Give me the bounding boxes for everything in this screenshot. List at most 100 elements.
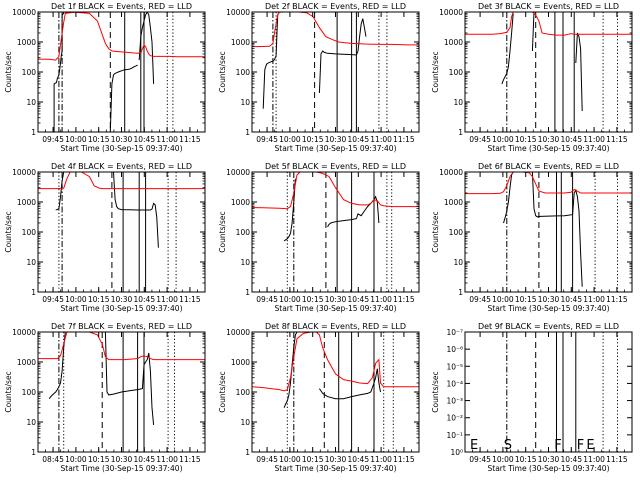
x-tick-label: 10:00 — [279, 135, 301, 144]
y-tick-label: 100 — [236, 68, 251, 77]
lld-series-line — [252, 172, 419, 210]
events-series-line — [53, 12, 71, 132]
y-tick-label: 1000 — [17, 198, 36, 207]
panel-title: Det 5f BLACK = Events, RED = LLD — [265, 162, 406, 171]
x-axis-label: Start Time (30-Sep-15 09:37:40) — [488, 304, 610, 313]
y-tick-label: 10 — [26, 418, 36, 427]
y-tick-label: 10⁻⁵ — [446, 362, 463, 371]
plot-frame — [464, 331, 633, 453]
plot-frame — [464, 11, 633, 133]
panel-title: Det 4f BLACK = Events, RED = LLD — [51, 162, 192, 171]
x-tick-label: 10:30 — [325, 135, 347, 144]
x-tick-label: 11:15 — [606, 135, 628, 144]
panel-1: 1 10 100 1000 10000 09:45 10:00 10:15 10:30 10:45… — [4, 2, 206, 153]
x-tick-label: 10:15 — [515, 295, 537, 304]
y-axis-label: Counts/sec — [431, 371, 440, 412]
y-tick-label: 10000 — [226, 8, 250, 17]
y-tick-label: 1 — [31, 128, 36, 137]
y-tick-label: 10000 — [439, 8, 463, 17]
segment-marker-label: F — [554, 438, 561, 453]
segment-marker-label: S — [504, 438, 512, 453]
x-axis-label: Start Time (30-Sep-15 09:37:40) — [275, 304, 397, 313]
x-tick-label: 10:45 — [560, 295, 582, 304]
y-tick-label: 10 — [453, 98, 463, 107]
x-tick-label: 10:45 — [347, 135, 369, 144]
x-tick-label: 10:45 — [347, 295, 369, 304]
y-axis-label: Counts/sec — [431, 51, 440, 92]
x-axis-label: Start Time (30-Sep-15 09:37:40) — [488, 464, 610, 473]
y-axis-label: Counts/sec — [218, 211, 227, 252]
panel-7: 1 10 100 1000 10000 08:45 10:00 10:15 10:30 10:45… — [4, 322, 206, 473]
x-axis-label: Start Time (30-Sep-15 09:37:40) — [275, 144, 397, 153]
x-axis-label: Start Time (30-Sep-15 09:37:40) — [488, 144, 610, 153]
x-tick-label: 10:15 — [515, 455, 537, 464]
events-series-line — [327, 195, 380, 227]
x-tick-label: 10:30 — [538, 455, 560, 464]
x-tick-label: 10:00 — [492, 295, 514, 304]
y-axis-label: Counts/sec — [4, 51, 13, 92]
panel-2: 1 10 100 1000 10000 09:45 10:00 10:15 10:30 10:45… — [218, 2, 420, 153]
y-axis-label: Counts/sec — [4, 371, 13, 412]
x-axis-label: Start Time (30-Sep-15 09:37:40) — [61, 144, 183, 153]
y-axis-label: Counts/sec — [218, 371, 227, 412]
y-tick-label: 100 — [22, 228, 37, 237]
x-tick-label: 08:45 — [42, 455, 64, 464]
panel-title: Det 3f BLACK = Events, RED = LLD — [478, 2, 619, 11]
x-tick-label: 11:00 — [156, 295, 178, 304]
x-tick-label: 10:00 — [492, 455, 514, 464]
y-tick-label: 10 — [453, 258, 463, 267]
x-tick-label: 09:45 — [469, 135, 491, 144]
x-tick-label: 10:30 — [111, 135, 133, 144]
x-tick-label: 09:45 — [256, 295, 278, 304]
x-tick-label: 11:15 — [393, 295, 415, 304]
y-tick-label: 10⁻⁴ — [446, 379, 463, 388]
y-tick-label: 1 — [31, 448, 36, 457]
lld-series-line — [465, 172, 632, 195]
x-tick-label: 10:15 — [88, 295, 110, 304]
x-tick-label: 10:00 — [65, 135, 87, 144]
y-axis-label: Counts/sec — [4, 211, 13, 252]
events-series-line — [113, 172, 159, 248]
x-tick-label: 10:15 — [302, 135, 324, 144]
x-tick-label: 09:45 — [469, 455, 491, 464]
x-tick-label: 09:45 — [256, 455, 278, 464]
panel-8: 1 10 100 1000 10000 09:45 10:00 10:15 10:30 10:45… — [218, 322, 420, 473]
y-tick-label: 10000 — [12, 328, 36, 337]
y-axis-label: Counts/sec — [431, 211, 440, 252]
lld-series-line — [465, 12, 632, 36]
x-tick-label: 10:45 — [560, 135, 582, 144]
plot-frame — [464, 171, 633, 293]
x-tick-label: 10:15 — [515, 135, 537, 144]
panel-3: 1 10 100 1000 10000 09:45 10:00 10:15 10:30 10:45… — [431, 2, 633, 153]
panel-4: 1 10 100 1000 10000 09:45 10:00 10:15 10:30 10:45… — [4, 162, 206, 313]
panel-title: Det 7f BLACK = Events, RED = LLD — [51, 322, 192, 331]
y-tick-label: 100 — [22, 68, 37, 77]
x-tick-label: 10:00 — [65, 455, 87, 464]
panel-title: Det 6f BLACK = Events, RED = LLD — [478, 162, 619, 171]
x-tick-label: 10:45 — [560, 455, 582, 464]
y-tick-label: 10 — [240, 98, 250, 107]
lld-series-line — [38, 172, 205, 190]
x-tick-label: 11:00 — [370, 455, 392, 464]
x-axis-label: Start Time (30-Sep-15 09:37:40) — [61, 464, 183, 473]
lld-series-line — [252, 12, 419, 48]
x-tick-label: 09:45 — [469, 295, 491, 304]
panel-title: Det 8f BLACK = Events, RED = LLD — [265, 322, 406, 331]
y-tick-label: 100 — [236, 388, 251, 397]
x-tick-label: 10:00 — [65, 295, 87, 304]
y-tick-label: 10 — [240, 418, 250, 427]
y-tick-label: 100 — [449, 228, 464, 237]
y-tick-label: 1000 — [231, 198, 250, 207]
x-tick-label: 09:45 — [42, 295, 64, 304]
x-tick-label: 10:30 — [538, 295, 560, 304]
x-tick-label: 10:30 — [325, 455, 347, 464]
plot-frame — [37, 171, 206, 293]
events-series-line — [262, 12, 280, 109]
x-tick-label: 10:00 — [279, 455, 301, 464]
y-tick-label: 100 — [449, 68, 464, 77]
y-tick-label: 10 — [26, 98, 36, 107]
x-tick-label: 10:30 — [538, 135, 560, 144]
x-tick-label: 09:45 — [256, 135, 278, 144]
events-series-line — [283, 178, 296, 242]
events-series-line — [104, 332, 155, 425]
